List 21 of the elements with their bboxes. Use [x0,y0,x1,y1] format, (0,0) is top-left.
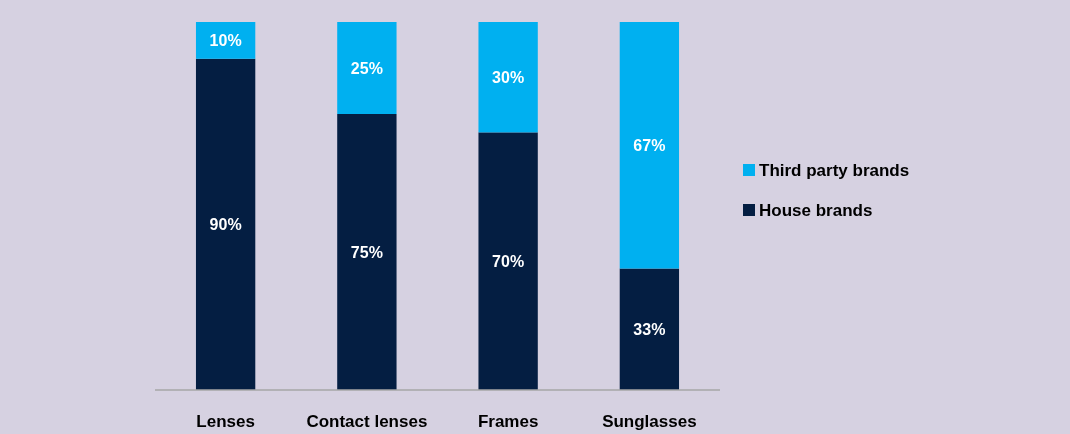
bar [619,22,680,269]
data-label: 30% [492,69,525,87]
data-label: 67% [633,137,666,155]
data-label: 33% [633,321,666,339]
bar [478,132,538,390]
bar [195,58,256,390]
data-label: 25% [350,60,383,77]
data-label: 75% [350,244,383,261]
bar [619,268,680,390]
x-tick-label: Lenses [196,412,255,431]
x-tick-label: Frames [477,412,539,431]
data-label: 10% [209,32,242,50]
bar [337,114,397,390]
bar [337,22,397,114]
x-tick-label: Contact lenses [306,412,428,431]
legend-label: House brands [759,201,873,220]
legend-label: Third party brands [759,161,910,180]
bar [478,22,538,133]
data-label: 70% [492,253,525,271]
data-label: 90% [209,216,242,234]
x-tick-label: Sunglasses [602,412,697,431]
